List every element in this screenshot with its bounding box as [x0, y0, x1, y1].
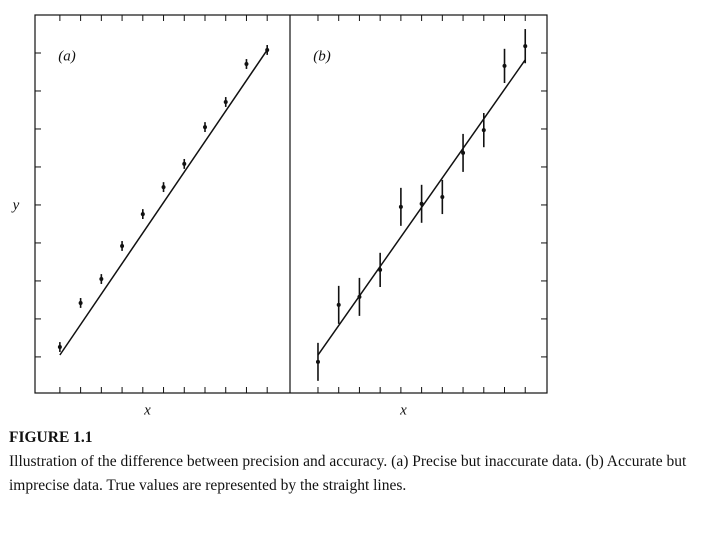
data-point — [120, 243, 125, 248]
data-point — [244, 62, 249, 67]
data-point — [161, 185, 166, 190]
figure: y (a) x (b) x — [11, 14, 548, 418]
true-value-line — [59, 49, 268, 356]
data-point — [99, 277, 104, 282]
data-point — [223, 99, 228, 104]
caption-label: FIGURE 1.1 — [9, 429, 93, 446]
data-point — [440, 194, 445, 199]
caption-text: Illustration of the difference between p… — [9, 453, 687, 494]
data-point — [182, 161, 187, 166]
x-axis-label: x — [399, 402, 407, 418]
data-point — [481, 128, 486, 133]
data-point — [57, 345, 62, 350]
x-axis-label: x — [143, 402, 151, 418]
data-point — [419, 201, 424, 206]
data-point — [378, 267, 383, 272]
data-point — [336, 302, 341, 307]
data-point — [78, 300, 83, 305]
caption: FIGURE 1.1 Illustration of the differenc… — [9, 426, 720, 498]
data-point — [315, 359, 320, 364]
frame — [34, 14, 548, 394]
data-point — [523, 44, 528, 49]
data-point — [140, 212, 145, 217]
data-point — [357, 294, 362, 299]
data-point — [398, 204, 403, 209]
data-point — [502, 63, 507, 68]
data-point — [203, 125, 207, 130]
data-point — [461, 150, 466, 155]
data-point — [265, 47, 270, 52]
panel-label: (a) — [58, 48, 76, 64]
panel-label: (b) — [313, 48, 331, 64]
y-axis-label: y — [11, 197, 20, 213]
